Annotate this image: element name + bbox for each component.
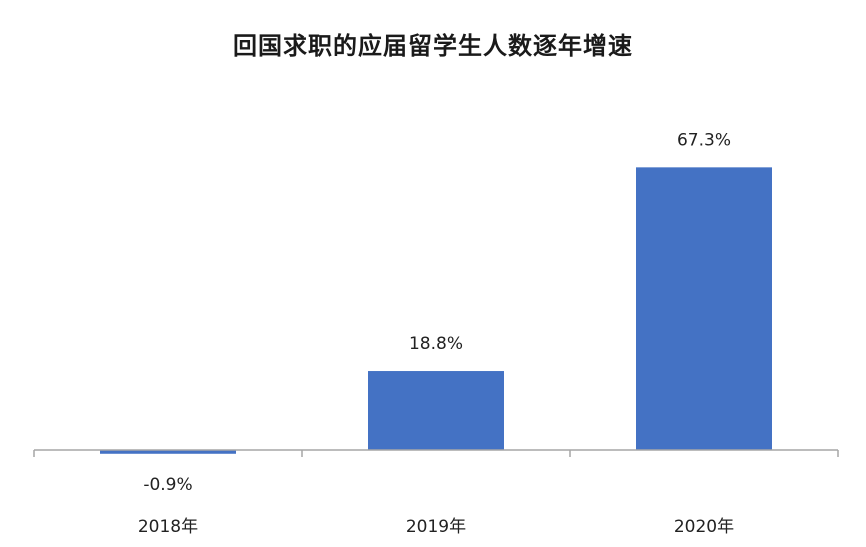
x-tick-labels: 2018年 2019年 2020年 [138, 517, 734, 537]
data-label: -0.9% [143, 475, 192, 495]
x-tick-label: 2018年 [138, 517, 198, 537]
data-labels: -0.9% 18.8% 67.3% [143, 130, 731, 495]
x-tick-label: 2020年 [674, 517, 734, 537]
bar [100, 450, 236, 454]
data-label: 67.3% [677, 130, 731, 150]
bar-series [100, 167, 772, 454]
bar [368, 371, 504, 450]
bar [636, 167, 772, 450]
data-label: 18.8% [409, 334, 463, 354]
x-tick-label: 2019年 [406, 517, 466, 537]
x-axis [33, 449, 839, 457]
chart-title: 回国求职的应届留学生人数逐年增速 [233, 32, 633, 60]
